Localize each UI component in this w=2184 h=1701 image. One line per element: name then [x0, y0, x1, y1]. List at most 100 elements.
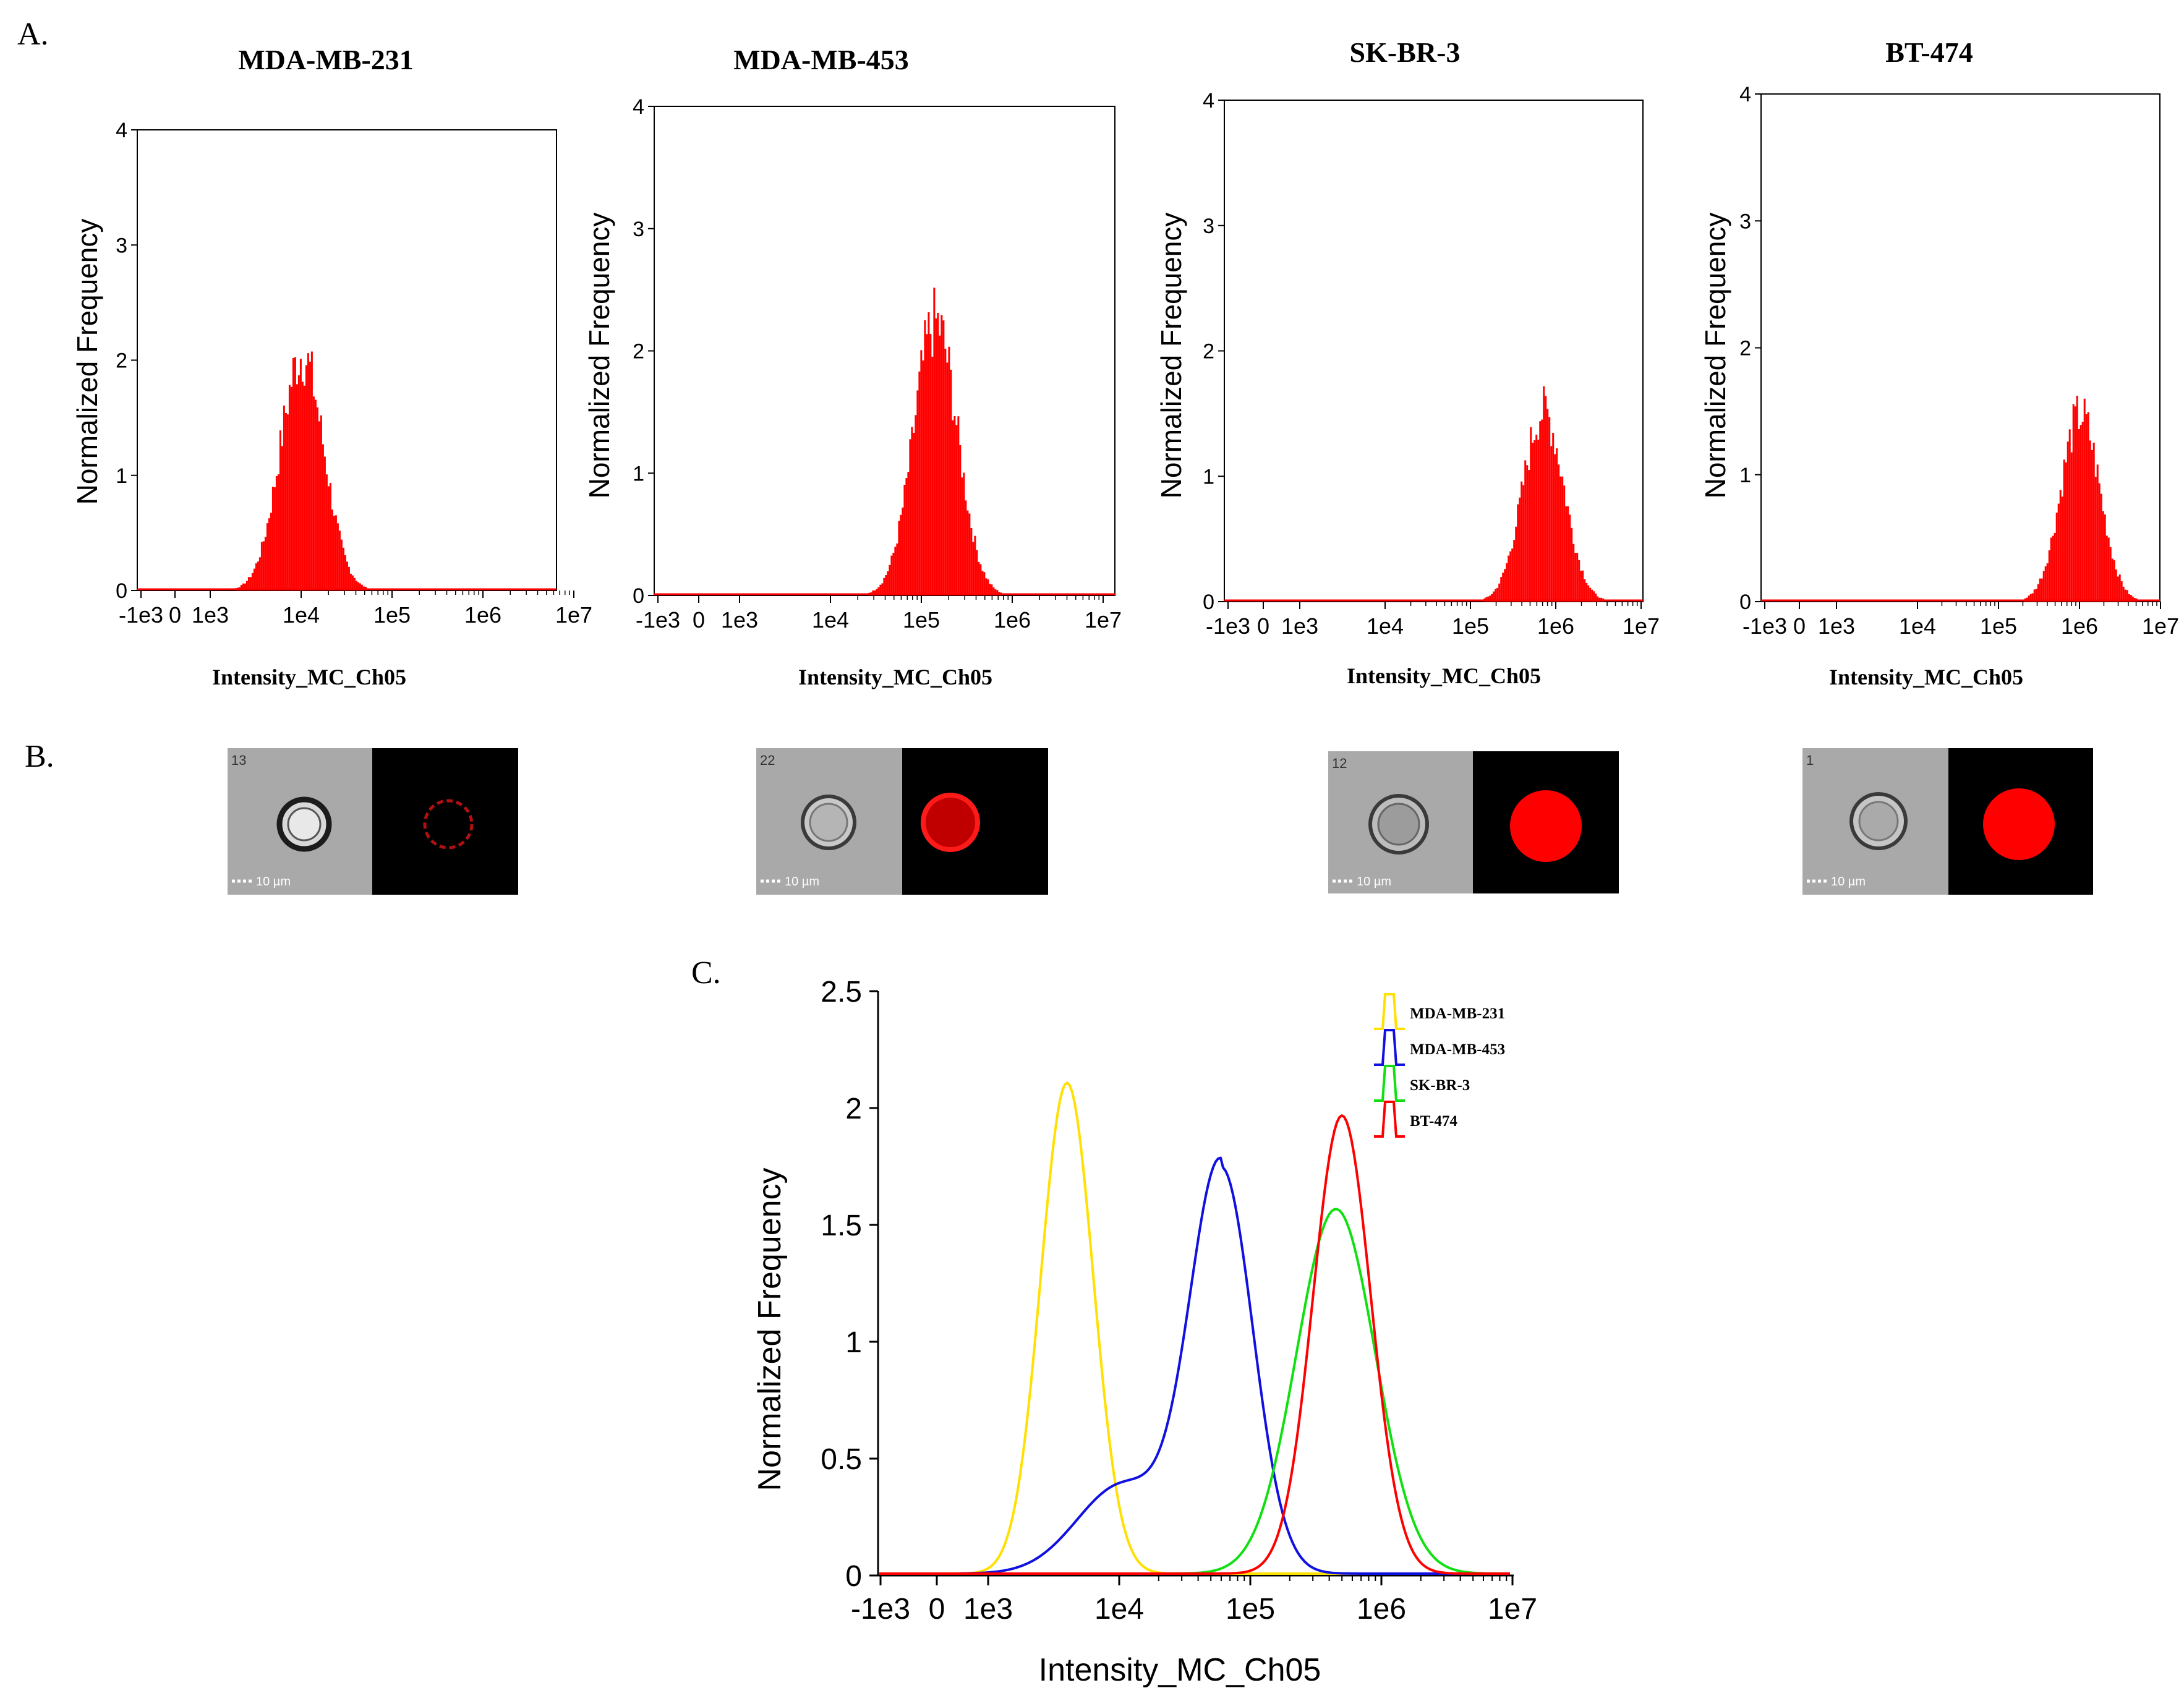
- histogram-bar: [996, 590, 999, 595]
- histogram-title: SK-BR-3: [1350, 36, 1461, 68]
- x-tick-label: 1e7: [1085, 607, 1122, 633]
- histogram-bar: [2085, 414, 2088, 602]
- histogram-bar: [952, 420, 954, 595]
- x-tick-label: 1e6: [994, 607, 1031, 633]
- legend: MDA-MB-231 MDA-MB-453 SK-BR-3 BT-474: [1374, 993, 1505, 1138]
- histogram-bar: [953, 416, 956, 595]
- histogram-bar: [976, 550, 978, 595]
- histogram-bar: [359, 583, 361, 590]
- series-line-bt-474: [879, 1114, 1510, 1575]
- histogram-bar: [270, 513, 272, 590]
- histogram-bar: [907, 472, 910, 595]
- histogram-bar: [1539, 421, 1542, 602]
- histogram-bar: [939, 335, 941, 595]
- overlay-ylabel: Normalized Frequency: [752, 1167, 788, 1491]
- histogram-bar: [283, 405, 285, 590]
- histogram-bar: [323, 456, 326, 590]
- histogram-bar: [2042, 571, 2045, 602]
- legend-item-sk-br-3: SK-BR-3: [1374, 1065, 1470, 1102]
- histogram-bar: [896, 543, 898, 595]
- histogram-bar: [2133, 597, 2136, 602]
- histogram-bar: [1530, 427, 1532, 602]
- histogram-bar: [303, 385, 305, 590]
- histogram-bar: [1483, 598, 1486, 602]
- histogram-xlabel: Intensity_MC_Ch05: [212, 665, 406, 689]
- histogram-bar: [268, 518, 270, 590]
- histogram-bar: [2128, 594, 2130, 602]
- histogram-bar: [900, 514, 902, 595]
- y-tick-label: 0: [845, 1560, 862, 1593]
- x-tick-label: 0: [929, 1593, 945, 1626]
- cell-brightfield-inner: [1377, 803, 1420, 846]
- histogram-bar: [279, 430, 281, 590]
- histogram-bar: [305, 365, 307, 590]
- histogram-bar: [290, 386, 292, 590]
- cell-fluorescence: [921, 793, 980, 852]
- histogram-bar: [2065, 462, 2067, 602]
- histogram-bar: [902, 507, 904, 595]
- histogram-bar: [2072, 404, 2075, 602]
- histogram-bar: [2078, 428, 2080, 602]
- y-tick-label: 3: [1739, 210, 1751, 233]
- histogram-bar: [887, 571, 889, 595]
- x-tick-label: 1e6: [464, 602, 501, 628]
- cell-fluorescence: [423, 799, 474, 850]
- histogram-bar: [266, 523, 268, 590]
- histogram-bar: [1546, 409, 1549, 602]
- x-tick-label: 1e4: [1367, 613, 1404, 639]
- histogram-bar: [2050, 537, 2052, 602]
- histogram-bar: [2096, 464, 2099, 602]
- histogram-bar: [2061, 497, 2063, 602]
- histogram-bar: [286, 414, 289, 590]
- histogram-bar: [890, 555, 893, 595]
- panel-label-b: B.: [25, 739, 54, 774]
- cell-brightfield-inner: [287, 807, 322, 842]
- cell-index: 12: [1332, 756, 1347, 771]
- histogram-bar: [931, 356, 934, 595]
- histogram-bar: [881, 583, 884, 595]
- histogram-bar: [1535, 434, 1538, 602]
- histogram-bar: [885, 575, 887, 595]
- histogram-ylabel: Normalized Frequency: [1699, 213, 1731, 499]
- histogram-bar: [247, 577, 250, 590]
- cell-index: 13: [231, 752, 246, 768]
- histogram-bar: [992, 587, 995, 595]
- histogram-bar: [889, 565, 891, 595]
- histogram-xlabel: Intensity_MC_Ch05: [1829, 665, 2023, 689]
- histogram-bar: [2057, 503, 2060, 602]
- histogram-bar: [1493, 591, 1495, 602]
- histogram-bar: [2131, 596, 2134, 602]
- x-tick-label: 1e3: [963, 1593, 1013, 1626]
- histogram-bar: [2055, 513, 2058, 602]
- histogram-bar: [987, 579, 989, 595]
- histogram-bar: [1500, 577, 1503, 602]
- histogram-bar: [1506, 563, 1508, 602]
- histogram-bar: [2105, 535, 2108, 602]
- histogram-bar: [913, 433, 915, 595]
- histogram-bar: [894, 547, 897, 595]
- histogram-bar: [327, 486, 330, 590]
- histogram-bar: [1563, 485, 1566, 602]
- histogram-bar: [957, 416, 960, 595]
- cell-index: 1: [1806, 752, 1814, 768]
- histogram-title: MDA-MB-453: [733, 44, 909, 75]
- histogram-sk-br-3: SK-BR-3 Intensity_MC_Ch05 Normalized Fre…: [1155, 36, 1660, 688]
- histogram-bar: [294, 357, 296, 590]
- histogram-bar: [965, 500, 967, 595]
- histogram-bar: [911, 427, 913, 595]
- histogram-bar: [362, 586, 365, 590]
- histogram-bar: [876, 589, 878, 595]
- x-tick-label: 1e6: [1357, 1593, 1406, 1626]
- y-tick-label: 3: [633, 218, 644, 241]
- histogram-bar: [335, 515, 337, 590]
- x-tick-label: 1e3: [721, 607, 758, 633]
- legend-label: SK-BR-3: [1410, 1077, 1470, 1094]
- histogram-bar: [2100, 493, 2102, 602]
- histogram-bar: [1511, 548, 1514, 602]
- y-tick-label: 0: [633, 584, 644, 608]
- histogram-bar: [2130, 595, 2132, 602]
- histogram-bar: [244, 583, 246, 590]
- histogram-bar: [942, 320, 945, 595]
- histogram-bar: [338, 531, 341, 590]
